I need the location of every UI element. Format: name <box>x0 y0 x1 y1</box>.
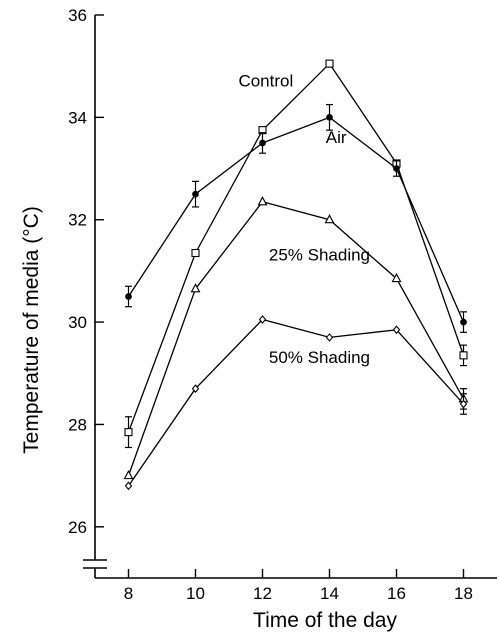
data-point <box>326 114 333 121</box>
data-point <box>125 293 132 300</box>
x-tick-label: 12 <box>253 584 272 603</box>
y-tick-label: 32 <box>68 211 87 230</box>
data-point <box>259 139 266 147</box>
data-point <box>460 318 467 326</box>
series-label-air: Air <box>326 128 347 147</box>
series-25-shading: 25% Shading <box>123 196 469 480</box>
data-point <box>393 165 400 172</box>
data-point <box>325 333 334 342</box>
y-tick-label: 36 <box>68 6 87 25</box>
data-point <box>258 315 267 324</box>
data-point <box>191 248 200 258</box>
x-ticks: 8 10 12 14 16 18 <box>124 569 473 603</box>
series-air: Air <box>125 103 467 333</box>
data-point <box>459 399 468 409</box>
y-tick-label: 30 <box>68 313 87 332</box>
series-label-25-shading: 25% Shading <box>269 246 370 265</box>
data-point <box>192 190 199 198</box>
y-tick-label: 26 <box>68 518 87 537</box>
series-label-50-shading: 50% Shading <box>269 348 370 367</box>
x-tick-label: 18 <box>454 584 473 603</box>
y-tick-label: 28 <box>68 415 87 434</box>
y-tick-label: 34 <box>68 108 87 127</box>
data-point <box>459 351 468 360</box>
x-axis-title: Time of the day <box>253 609 397 632</box>
series-50-shading: 50% Shading <box>124 315 468 491</box>
data-point <box>190 283 201 293</box>
axes <box>83 15 497 579</box>
data-point <box>392 325 401 335</box>
y-ticks: 26 28 30 32 34 36 <box>68 6 104 537</box>
x-tick-label: 8 <box>124 584 133 603</box>
data-point <box>123 469 134 480</box>
data-point <box>191 384 200 393</box>
x-tick-label: 16 <box>387 584 406 603</box>
x-tick-label: 10 <box>186 584 205 603</box>
y-axis-title: Temperature of media (°C) <box>20 206 43 454</box>
data-point <box>124 428 133 437</box>
data-point <box>324 214 335 224</box>
series-line-50-shading <box>127 318 464 487</box>
data-point <box>325 59 334 68</box>
series-layer: Control Air 25% Shading 50% Shading <box>123 59 469 491</box>
data-point <box>257 196 268 206</box>
series-line-25-shading <box>127 201 465 476</box>
series-label-control: Control <box>238 72 293 91</box>
data-point <box>391 272 402 283</box>
data-point <box>124 481 133 491</box>
x-tick-label: 14 <box>320 584 339 603</box>
series-line-air <box>127 116 465 323</box>
